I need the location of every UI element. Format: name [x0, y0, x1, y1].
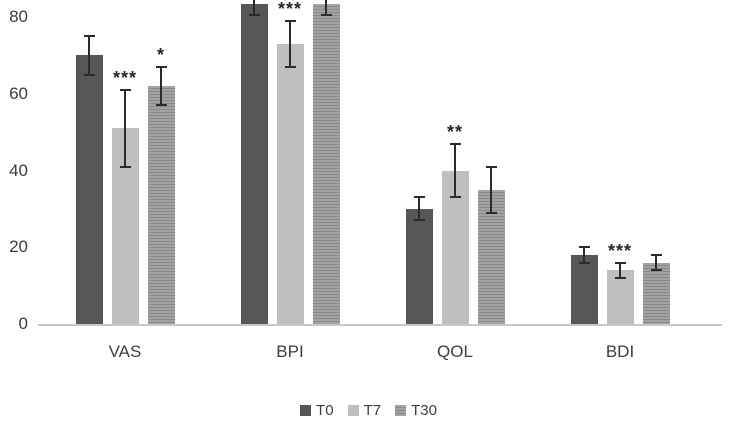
error-bar-cap: [614, 276, 626, 279]
legend-item-t7: T7: [347, 402, 382, 419]
bar-T0-BPI: [240, 3, 268, 324]
legend-label-t30: T30: [411, 402, 437, 419]
legend: T0 T7 T30: [0, 402, 737, 419]
error-bar-T0-QOL: [418, 197, 420, 221]
bar-T0-BDI: [570, 254, 598, 324]
error-bar-cap: [449, 196, 461, 199]
legend-swatch-t0-icon: [300, 405, 312, 416]
bar-T30-BPI: [312, 3, 340, 324]
error-bar-T7-QOL: [454, 143, 456, 198]
legend-item-t30: T30: [395, 402, 437, 419]
error-bar-cap: [83, 73, 95, 76]
x-axis-category-label: BDI: [605, 342, 635, 361]
error-bar-T30-BPI: [325, 0, 327, 16]
error-bar-cap: [650, 269, 662, 272]
error-bar-cap: [485, 211, 497, 214]
plot-area: [75, 0, 670, 324]
error-bar-cap: [413, 219, 425, 222]
error-bar-cap: [578, 246, 590, 249]
error-bar-cap: [614, 261, 626, 264]
bar-T7-BDI: [606, 270, 634, 324]
error-bar-cap: [650, 253, 662, 256]
error-bar-cap: [485, 165, 497, 168]
bar-T30-VAS: [147, 86, 175, 324]
error-bar-cap: [155, 104, 167, 107]
error-bar-cap: [284, 65, 296, 68]
error-bar-T0-BPI: [253, 0, 255, 16]
error-bar-T30-VAS: [160, 66, 162, 106]
x-axis-category-label: QOL: [437, 342, 473, 361]
y-axis-tick-label: 80: [9, 7, 28, 26]
bar-T0-QOL: [405, 208, 433, 324]
significance-marker-QOL-T7: **: [446, 121, 463, 142]
error-bar-cap: [155, 65, 167, 68]
x-axis-category-label: BPI: [276, 342, 304, 361]
y-axis-tick-label: 40: [9, 160, 28, 180]
y-axis-tick-label: 20: [9, 237, 28, 257]
error-bar-cap: [119, 165, 131, 168]
error-bar-cap: [284, 19, 296, 22]
bar-T7-BPI: [276, 43, 304, 324]
error-bar-cap: [248, 14, 260, 17]
significance-marker-VAS-T7: ***: [112, 67, 137, 88]
x-axis-category-label: VAS: [108, 342, 142, 361]
error-bar-T30-QOL: [490, 166, 492, 213]
significance-marker-BPI-T7: ***: [277, 0, 302, 19]
significance-marker-VAS-T30: *: [156, 44, 165, 65]
error-bar-T7-VAS: [124, 89, 126, 167]
error-bar-cap: [413, 196, 425, 199]
bar-T0-VAS: [75, 55, 103, 324]
legend-label-t0: T0: [316, 402, 334, 419]
legend-swatch-t7-icon: [347, 405, 359, 416]
error-bar-T7-BPI: [289, 20, 291, 67]
x-axis-line: [38, 324, 722, 326]
y-axis-tick-label: 0: [18, 314, 28, 333]
error-bar-T0-BDI: [583, 247, 585, 263]
error-bar-cap: [449, 142, 461, 145]
error-bar-T0-VAS: [88, 36, 90, 75]
error-bar-T7-BDI: [619, 262, 621, 278]
error-bar-cap: [578, 261, 590, 264]
error-bar-cap: [119, 88, 131, 91]
legend-item-t0: T0: [300, 402, 334, 419]
error-bar-cap: [320, 14, 332, 17]
y-axis-tick-label: 60: [9, 83, 28, 103]
error-bar-T30-BDI: [655, 254, 657, 271]
legend-label-t7: T7: [363, 402, 382, 419]
error-bar-cap: [83, 35, 95, 38]
bar-T30-BDI: [642, 262, 670, 324]
significance-marker-BDI-T7: ***: [607, 240, 632, 261]
legend-swatch-t30-icon: [395, 405, 407, 416]
